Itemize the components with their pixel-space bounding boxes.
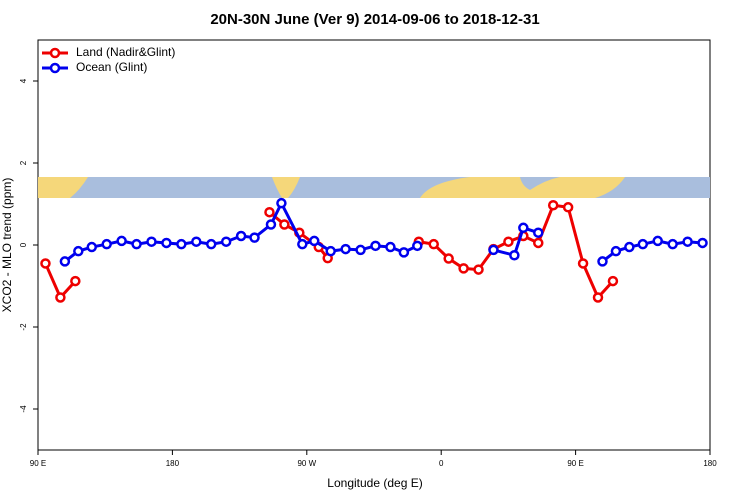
data-point [682,236,693,247]
y-tick-label: 4 [19,78,28,83]
chart-title: 20N-30N June (Ver 9) 2014-09-06 to 2018-… [210,11,539,28]
data-point [398,247,410,258]
data-point [697,237,708,249]
data-point [503,236,514,247]
data-point [161,237,172,249]
data-point [146,236,157,247]
legend-marker [49,62,61,74]
data-point [509,250,520,261]
data-point [624,241,635,253]
data-point [577,258,589,269]
data-point [458,263,469,274]
x-tick-label: 180 [703,459,717,468]
data-point [86,241,98,253]
data-point [667,238,678,250]
data-point [473,264,484,275]
data-point [191,236,202,247]
data-point [412,240,423,252]
data-point [428,238,439,250]
data-point [116,235,127,247]
y-axis-label: XCO2 - MLO trend (ppm) [0,178,14,313]
series-line [493,225,539,258]
data-point [547,199,559,211]
data-point [235,230,247,242]
data-point [355,244,366,256]
legend-label: Land (Nadir&Glint) [76,45,175,59]
data-point [518,222,529,234]
map-strip [38,177,710,198]
y-tick-label: -4 [19,405,28,413]
data-point [265,219,277,230]
y-tick-label: -2 [19,323,28,331]
data-point [607,275,619,287]
data-point [101,238,112,250]
data-point [597,256,608,267]
data-point [220,236,232,247]
x-tick-label: 180 [166,459,180,468]
data-point [309,235,320,247]
data-point [370,240,381,252]
data-point [562,202,574,213]
data-point [59,256,71,267]
legend-label: Ocean (Glint) [76,60,147,74]
data-point [652,235,663,247]
data-point [276,197,287,209]
data-point [55,292,66,303]
data-point [610,245,622,257]
data-point [443,253,454,264]
data-point [40,258,51,269]
data-point [70,275,81,287]
x-tick-label: 90 E [567,459,583,468]
x-tick-label: 90 W [297,459,316,468]
data-point [533,237,544,249]
data-point [176,238,187,250]
data-point [249,232,260,243]
data-point [385,241,396,253]
y-tick-label: 0 [19,242,28,247]
legend-marker [49,47,61,59]
data-point [205,238,217,250]
data-point [488,244,499,256]
x-tick-label: 0 [439,459,444,468]
x-axis-label: Longitude (deg E) [327,476,422,490]
data-point [297,238,308,250]
x-tick-label: 90 E [30,459,46,468]
data-point [279,219,290,230]
data-point [73,245,84,257]
data-point [592,292,604,303]
data-point [637,238,649,250]
data-point [264,206,275,218]
y-tick-label: 2 [19,160,28,165]
data-point [533,227,544,238]
data-point [131,238,142,250]
data-point [340,243,351,255]
data-point [325,245,336,257]
